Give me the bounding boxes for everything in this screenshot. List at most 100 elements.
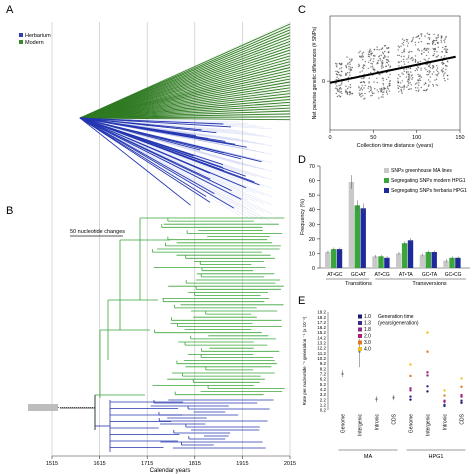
panel-c-point [428,72,430,74]
panel-d-legend-label: Segregating SNPs modern HPG1 [391,178,466,184]
panel-c-point [387,88,390,90]
panel-c-point [399,82,402,84]
panel-e-ytick-label: 17.2 [317,320,326,325]
panel-c-point [414,83,417,85]
panel-c-point [348,72,351,74]
panel-c-point [387,76,390,79]
panel-c-point [376,48,378,51]
panel-c-point [381,48,383,50]
panel-c-point [388,84,391,87]
panel-c-point [347,80,350,82]
panel-a-tree [79,21,291,223]
panel-c-point [359,50,361,52]
panel-c-point [389,73,391,76]
panel-c-point [335,62,337,65]
panel-c-point [410,40,413,43]
panel-c-point [361,77,363,80]
panel-c-point [340,84,342,86]
panel-c-point [364,84,366,87]
panel-c-ytick-label-0: 0 [322,79,325,85]
panel-c-point [346,92,348,95]
panel-e-category-label: CDS [392,413,398,424]
modern-branch [79,43,291,119]
panel-c-point [407,61,409,63]
panel-c-point [403,70,405,72]
herbarium-branch [79,117,262,163]
panel-c-point [367,61,370,63]
panel-d-ytick-label-10: 10 [309,251,315,257]
panel-c-point [341,83,343,85]
panel-c-point [335,78,337,81]
panel-c-point [358,64,361,67]
panel-c-point [436,51,438,53]
panel-c-point [417,84,420,86]
panel-c-point [358,52,360,54]
panel-c-point [406,39,409,41]
panel-c-point [371,94,373,97]
panel-c-point [416,82,418,84]
panel-c-point [401,38,404,40]
panel-c-point [345,65,347,68]
herbarium-branch [79,117,247,148]
panel-c-point [444,72,446,74]
panel-c-point [409,50,411,53]
panel-e-ytick-label: 2.2 [320,397,327,402]
panel-c-point [383,54,386,57]
panel-c-point [349,91,351,93]
panel-c-point [348,86,350,88]
panel-c-point [336,76,338,78]
panel-c-point [397,81,400,84]
panel-c-xtick-label-150: 150 [455,135,464,141]
panel-c-point [411,56,413,59]
panel-c-point [411,40,413,42]
panel-c-point [403,39,405,42]
panel-c-point [383,91,385,93]
panel-e-legend-swatch [358,314,362,319]
panel-c-point [367,55,370,58]
panel-d-bar [330,249,337,268]
panel-c-point [373,92,375,95]
panel-c-point [424,47,426,49]
panel-c-point [376,70,379,73]
modern-branch [79,90,291,119]
panel-c-point [383,86,385,89]
panel-c-point [361,70,363,72]
panel-e-hpg1-point [409,363,412,366]
panel-c-point [433,33,435,36]
panel-e-rates: 0.21.22.23.24.25.26.27.28.29.210.211.212… [302,310,466,460]
panel-c-point [425,48,428,50]
panel-c-point [408,88,410,91]
panel-d-bar [449,257,455,268]
panel-c-point [382,51,384,54]
panel-e-legend-swatch [358,321,362,325]
panel-c-frame [329,15,461,131]
panel-c-point [401,92,403,95]
panel-c-point [414,58,416,61]
panel-c-point [377,59,379,62]
panel-c-point [383,45,386,47]
panel-c-point [409,77,411,79]
panel-c-point [359,56,361,58]
panel-d-legend-label: SNPs greenhouse MA lines [391,168,452,174]
panel-c-point [398,46,401,48]
panel-c-point [409,67,412,70]
panel-c-point [419,60,421,63]
panel-c-point [406,45,409,47]
panel-c-point [382,96,384,98]
panel-c-point [402,44,405,46]
panel-c-point [433,50,436,52]
panel-c-point [387,64,390,66]
panel-c-point [407,84,409,87]
panel-c-point [436,65,438,67]
panel-c-point [423,48,425,51]
panel-c-point [428,65,430,68]
panel-e-ytick-label: 9.2 [320,361,327,366]
panel-e-hpg1-point [443,399,446,402]
panel-c-point [428,38,431,41]
panel-c-point [411,77,414,79]
panel-c-point [420,69,422,71]
panel-e-hpg1-point [460,399,463,402]
panel-c-point [411,50,413,53]
panel-d-ylabel: Frequency (%) [300,199,306,235]
panel-c-point [427,73,430,76]
